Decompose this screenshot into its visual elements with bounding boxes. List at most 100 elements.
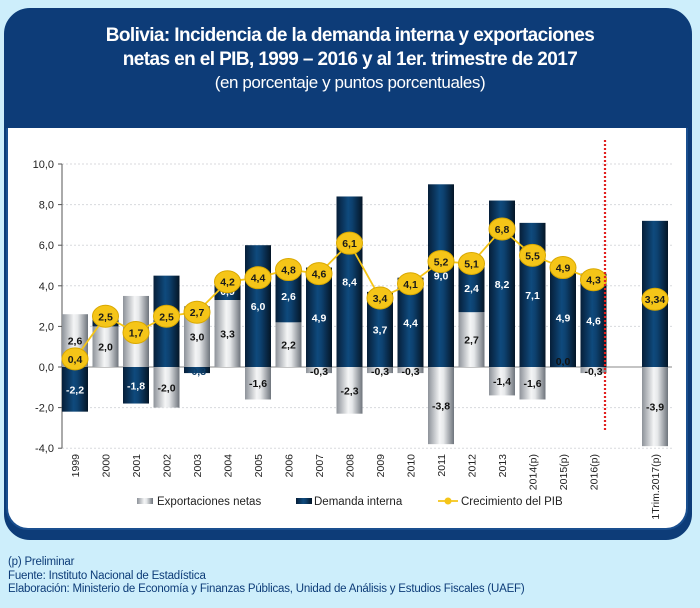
gdp-growth-label: 5,2 [434, 256, 449, 268]
footer-source: Fuente: Instituto Nacional de Estadístic… [8, 569, 206, 582]
legend-label-crecimiento-pib: Crecimiento del PIB [461, 496, 563, 508]
gdp-growth-label: 3,34 [645, 294, 666, 306]
gdp-growth-marker [214, 270, 241, 294]
gdp-growth-marker [549, 256, 577, 280]
gdp-growth-label: 2,5 [159, 311, 174, 323]
y-tick-label: -2,0 [35, 403, 54, 415]
bar-value-label: -0,3 [401, 366, 419, 378]
bar-exportaciones-netas [92, 326, 119, 367]
bar-exportaciones-netas [275, 322, 302, 367]
y-tick-label: -4,0 [35, 443, 54, 455]
bar-value-label: -2,3 [340, 385, 358, 397]
x-tick-label: 2013 [497, 454, 509, 478]
gdp-growth-label: 1,7 [129, 327, 144, 339]
gdp-growth-marker [153, 304, 180, 328]
x-tick-label: 2002 [162, 454, 174, 478]
bar-value-label: 3,3 [220, 329, 235, 341]
bar-exportaciones-netas [336, 367, 363, 414]
bar-value-label: 2,6 [281, 291, 296, 303]
bar-value-label: -1,6 [249, 378, 267, 390]
x-tick-label: 2016(p) [589, 454, 601, 490]
bar-exportaciones-netas [519, 367, 546, 400]
bar-exportaciones-netas [306, 367, 332, 374]
bar-exportaciones-netas [245, 367, 271, 400]
bar-value-label: 3,7 [373, 324, 388, 336]
bar-demanda-interna [428, 184, 454, 367]
bar-exportaciones-netas [642, 367, 668, 447]
gdp-growth-label: 6,1 [342, 238, 357, 250]
gdp-growth-marker [488, 217, 516, 241]
legend-swatch-exportaciones-netas [137, 498, 153, 504]
x-tick-label: 1999 [70, 454, 82, 478]
gdp-growth-marker [92, 304, 119, 328]
footer-author: Elaboración: Ministerio de Economía y Fi… [8, 583, 525, 595]
x-tick-label: 2004 [223, 454, 235, 478]
gdp-growth-marker [519, 243, 546, 267]
y-tick-label: 0,0 [39, 362, 54, 374]
bar-value-label: 3,0 [190, 332, 205, 344]
bar-value-label: 8,2 [495, 279, 510, 291]
bar-value-label: -1,8 [127, 380, 145, 392]
bar-value-label: -1,4 [493, 376, 511, 388]
bar-value-label: -1,6 [523, 378, 541, 390]
footer: (p) Preliminar Fuente: Instituto Naciona… [8, 556, 525, 597]
bar-demanda-interna [62, 367, 88, 412]
gdp-growth-label: 4,4 [251, 273, 266, 285]
bar-value-label: 2,2 [281, 340, 296, 352]
gdp-growth-marker [122, 320, 150, 344]
bar-value-label: 4,6 [586, 315, 601, 327]
gdp-growth-marker [61, 347, 89, 371]
x-tick-label: 2009 [375, 454, 387, 478]
x-tick-label: 2011 [436, 454, 448, 477]
gdp-growth-marker [275, 258, 302, 282]
x-tick-label: 2010 [406, 454, 418, 478]
x-tick-label: 1Trim.2017(p) [650, 454, 662, 520]
title-line-1: Bolivia: Incidencia de la demanda intern… [105, 25, 595, 46]
bar-value-label: -3,9 [646, 402, 664, 414]
bar-exportaciones-netas [458, 312, 485, 367]
x-tick-label: 2001 [131, 454, 143, 478]
gdp-growth-marker [458, 251, 485, 275]
gdp-growth-label: 0,4 [68, 354, 83, 366]
y-tick-label: 6,0 [39, 240, 54, 252]
gdp-growth-marker [183, 300, 211, 324]
x-tick-label: 2003 [192, 454, 204, 478]
bar-exportaciones-netas [397, 367, 424, 374]
y-tick-label: 4,0 [39, 281, 54, 293]
bar-exportaciones-netas [489, 367, 515, 396]
bar-exportaciones-netas [153, 367, 180, 408]
y-tick-label: 8,0 [39, 200, 54, 212]
gdp-growth-marker [427, 249, 455, 273]
bar-value-label: -0,3 [188, 366, 206, 378]
gdp-growth-label: 4,6 [312, 269, 327, 281]
gdp-growth-label: 4,1 [403, 279, 418, 291]
bar-value-label: 9,0 [434, 271, 449, 283]
gdp-growth-marker [366, 286, 394, 310]
bar-value-label: 0,0 [556, 356, 571, 368]
legend-label-demanda-interna: Demanda interna [314, 496, 403, 508]
bar-demanda-interna [123, 367, 149, 404]
title-line-2: netas en el PIB, 1999 – 2016 y al 1er. t… [122, 49, 578, 70]
x-tick-label: 2012 [467, 454, 479, 478]
bar-value-label: -0,3 [310, 366, 328, 378]
bar-exportaciones-netas [580, 367, 607, 374]
gdp-growth-marker [305, 262, 333, 286]
bar-value-label: 8,4 [342, 277, 357, 289]
gdp-growth-label: 4,2 [220, 277, 235, 289]
gdp-growth-label: 5,1 [464, 258, 479, 270]
legend-swatch-marker-crecimiento-pib [444, 497, 452, 505]
gdp-growth-label: 4,9 [556, 263, 571, 275]
x-tick-label: 2015(p) [558, 454, 570, 490]
bar-value-label: 4,9 [312, 312, 327, 324]
x-tick-label: 2005 [253, 454, 265, 478]
gdp-growth-label: 5,5 [525, 250, 540, 262]
gdp-growth-label: 6,8 [495, 224, 510, 236]
x-tick-label: 2014(p) [528, 454, 540, 490]
bar-value-label: -2,2 [66, 384, 84, 396]
bar-value-label: 6,0 [251, 301, 266, 313]
gdp-growth-marker [580, 268, 607, 292]
gdp-growth-label: 3,4 [373, 293, 388, 305]
gdp-growth-marker [641, 287, 669, 311]
bar-value-label: 2,0 [98, 342, 113, 354]
